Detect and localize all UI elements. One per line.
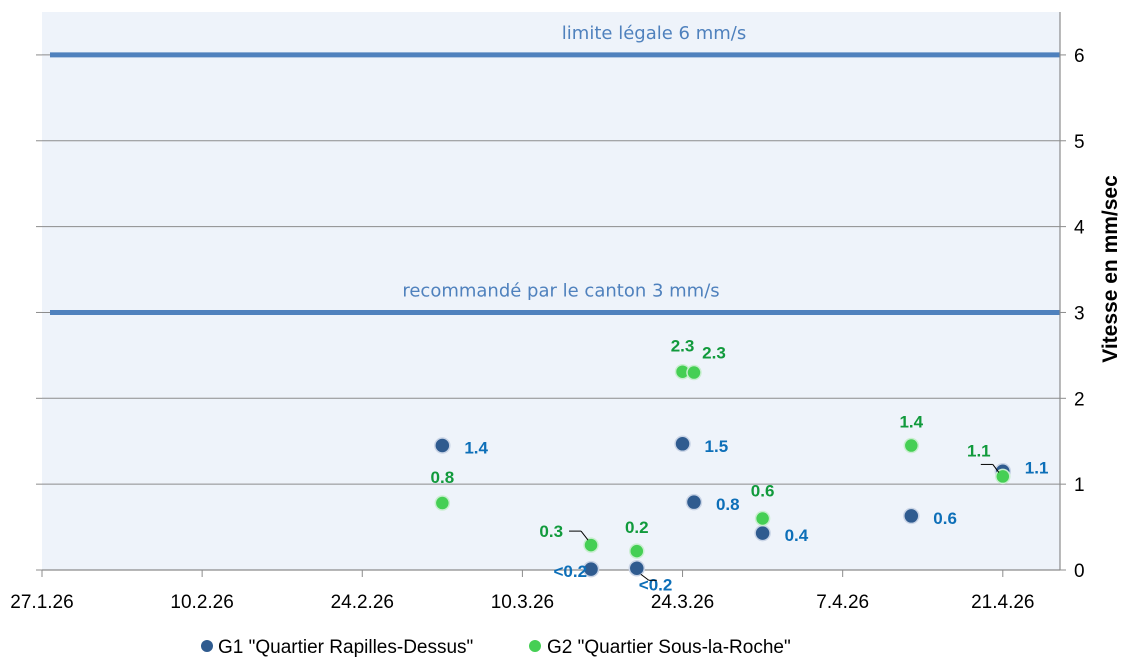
data-points (434, 363, 1012, 578)
point-g2-1 (583, 537, 599, 553)
y-tick-label: 1 (1074, 475, 1085, 496)
y-axis-title: Vitesse en mm/sec (1099, 175, 1122, 363)
x-tick-label: 24.3.26 (651, 592, 714, 613)
x-tick-label: 7.4.26 (816, 592, 869, 613)
legend-label-g2: G2 "Quartier Sous-la-Roche" (547, 637, 791, 658)
data-label-g1-4: 0.8 (716, 495, 740, 514)
data-label-g1-5: 0.4 (785, 526, 809, 545)
point-g1-1 (582, 560, 600, 578)
reference-line-label: recommandé par le canton 3 mm/s (402, 280, 719, 301)
y-tick-label: 5 (1074, 132, 1085, 153)
data-label-g2-6: 1.4 (899, 413, 923, 432)
legend-marker-g2 (529, 640, 541, 652)
data-labels: 1.4 <0.2 <0.2 1.5 0.8 0.4 0.6 1.1 0.8 0.3 0.2 2.3 2.… (431, 337, 1049, 595)
point-g1-3 (674, 435, 691, 453)
data-label-g1-3: 1.5 (705, 437, 729, 456)
reference-line-label: limite légale 6 mm/s (562, 23, 746, 44)
data-label-g1-7: 1.1 (1025, 458, 1049, 477)
point-g1-2 (628, 560, 646, 577)
y-tick-label: 2 (1074, 389, 1085, 410)
data-label-g2-5: 0.6 (751, 481, 775, 500)
y-tick-label: 0 (1074, 561, 1085, 582)
point-g2-0 (434, 495, 451, 511)
data-label-g2-1: 0.3 (539, 522, 563, 541)
data-label-g2-2: 0.2 (625, 518, 649, 537)
leader-line (580, 530, 589, 541)
point-g2-7 (995, 468, 1011, 485)
point-g1-5 (754, 524, 771, 542)
legend-marker-g1 (201, 640, 213, 652)
y-tick-label: 3 (1074, 303, 1085, 324)
reference-lines: limite légale 6 mm/s recommandé par le ca… (50, 23, 1060, 315)
x-tick-label: 24.2.26 (331, 592, 394, 613)
legend: G1 "Quartier Rapilles-Dessus" G2 "Quartie… (201, 637, 791, 658)
x-tick-label: 10.2.26 (170, 592, 233, 613)
data-label-g2-4: 2.3 (702, 344, 726, 363)
y-tick-label: 6 (1074, 46, 1085, 67)
x-tick-label: 27.1.26 (10, 592, 73, 613)
data-label-g1-6: 0.6 (933, 509, 957, 528)
leader-line (640, 573, 650, 581)
point-g2-5 (754, 510, 771, 527)
point-g1-6 (903, 507, 920, 525)
point-g2-6 (903, 437, 920, 454)
data-label-g1-1: <0.2 (553, 562, 587, 581)
x-tick-label: 21.4.26 (971, 592, 1034, 613)
plot-area (42, 12, 1060, 570)
leader-line (992, 464, 1000, 473)
point-g1-0 (434, 437, 451, 454)
axes: 0 1 2 3 4 5 6 27.1.26 10.2.26 24.2.26 10.3.26 24.3.… (10, 12, 1122, 613)
legend-label-g1: G1 "Quartier Rapilles-Dessus" (218, 637, 473, 658)
data-label-g1-2: <0.2 (639, 575, 673, 594)
point-g2-2 (629, 543, 645, 559)
y-tick-label: 4 (1074, 218, 1085, 239)
data-label-g1-0: 1.4 (464, 439, 488, 458)
data-label-g2-0: 0.8 (431, 468, 455, 487)
point-g1-4 (685, 493, 703, 511)
data-label-g2-7: 1.1 (967, 441, 991, 460)
x-tick-label: 10.3.26 (491, 592, 554, 613)
point-g2-4 (686, 364, 702, 381)
data-label-g2-3: 2.3 (671, 337, 695, 356)
